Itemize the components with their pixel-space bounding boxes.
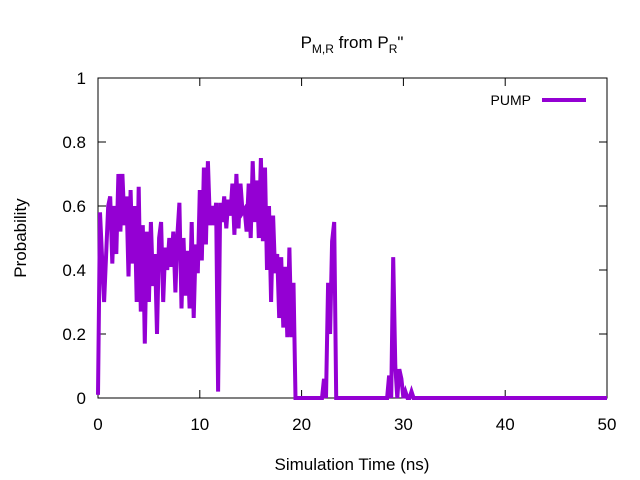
y-tick-label: 0.6 xyxy=(62,197,86,216)
x-tick-label: 50 xyxy=(598,415,617,434)
legend-label-pump: PUMP xyxy=(491,92,531,108)
x-axis-label: Simulation Time (ns) xyxy=(275,455,430,474)
title-end: " xyxy=(397,33,403,52)
x-tick-label: 0 xyxy=(93,415,102,434)
title-middle: from P xyxy=(334,33,389,52)
y-tick-label: 0 xyxy=(77,389,86,408)
chart-title: PM,R from PR" xyxy=(301,33,404,56)
y-tick-label: 0.8 xyxy=(62,133,86,152)
title-subscript-1: M,R xyxy=(312,42,334,56)
series-line-pump xyxy=(96,157,607,400)
y-axis: 0 0.2 0.4 0.6 0.8 1 xyxy=(62,69,607,408)
y-tick-label: 0.2 xyxy=(62,325,86,344)
x-tick-label: 20 xyxy=(292,415,311,434)
y-axis-label: Probability xyxy=(11,198,30,278)
x-tick-label: 30 xyxy=(394,415,413,434)
x-axis: 0 10 20 30 40 50 xyxy=(93,78,616,434)
y-tick-label: 1 xyxy=(77,69,86,88)
x-tick-label: 10 xyxy=(190,415,209,434)
title-subscript-2: R xyxy=(389,42,398,56)
x-tick-label: 40 xyxy=(496,415,515,434)
legend: PUMP xyxy=(491,92,586,108)
y-tick-label: 0.4 xyxy=(62,261,86,280)
title-main: P xyxy=(301,33,312,52)
